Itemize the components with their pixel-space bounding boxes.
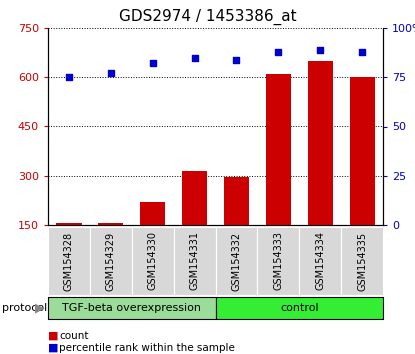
Bar	[308, 61, 333, 225]
Bar	[215, 297, 383, 319]
Point	[66, 74, 72, 80]
Text: ■: ■	[48, 343, 59, 353]
Bar	[341, 227, 383, 295]
Text: count: count	[59, 331, 88, 341]
Text: protocol: protocol	[2, 303, 47, 313]
Point	[233, 57, 240, 62]
Bar	[349, 77, 375, 225]
Text: GSM154328: GSM154328	[64, 232, 74, 291]
Bar	[98, 223, 123, 225]
Text: GSM154331: GSM154331	[190, 232, 200, 291]
Bar	[215, 227, 257, 295]
Text: control: control	[280, 303, 319, 313]
Point	[359, 49, 365, 55]
Text: GSM154333: GSM154333	[273, 232, 283, 291]
Text: percentile rank within the sample: percentile rank within the sample	[59, 343, 235, 353]
Bar	[257, 227, 299, 295]
Point	[317, 47, 324, 52]
Bar	[224, 177, 249, 225]
Point	[149, 61, 156, 66]
Bar	[48, 227, 90, 295]
Text: GSM154330: GSM154330	[148, 232, 158, 291]
Bar	[48, 297, 215, 319]
Bar	[140, 202, 165, 225]
Text: GSM154332: GSM154332	[232, 232, 242, 291]
Bar	[90, 227, 132, 295]
Point	[191, 55, 198, 61]
Bar	[182, 171, 207, 225]
Text: TGF-beta overexpression: TGF-beta overexpression	[62, 303, 201, 313]
Text: GSM154335: GSM154335	[357, 232, 367, 291]
Text: ▶: ▶	[35, 302, 45, 314]
Bar	[132, 227, 173, 295]
Text: GDS2974 / 1453386_at: GDS2974 / 1453386_at	[119, 8, 296, 25]
Point	[107, 70, 114, 76]
Bar	[173, 227, 215, 295]
Bar	[266, 74, 291, 225]
Point	[275, 49, 282, 55]
Bar	[56, 223, 81, 225]
Text: GSM154329: GSM154329	[106, 232, 116, 291]
Text: GSM154334: GSM154334	[315, 232, 325, 291]
Text: ■: ■	[48, 331, 59, 341]
Bar	[299, 227, 341, 295]
